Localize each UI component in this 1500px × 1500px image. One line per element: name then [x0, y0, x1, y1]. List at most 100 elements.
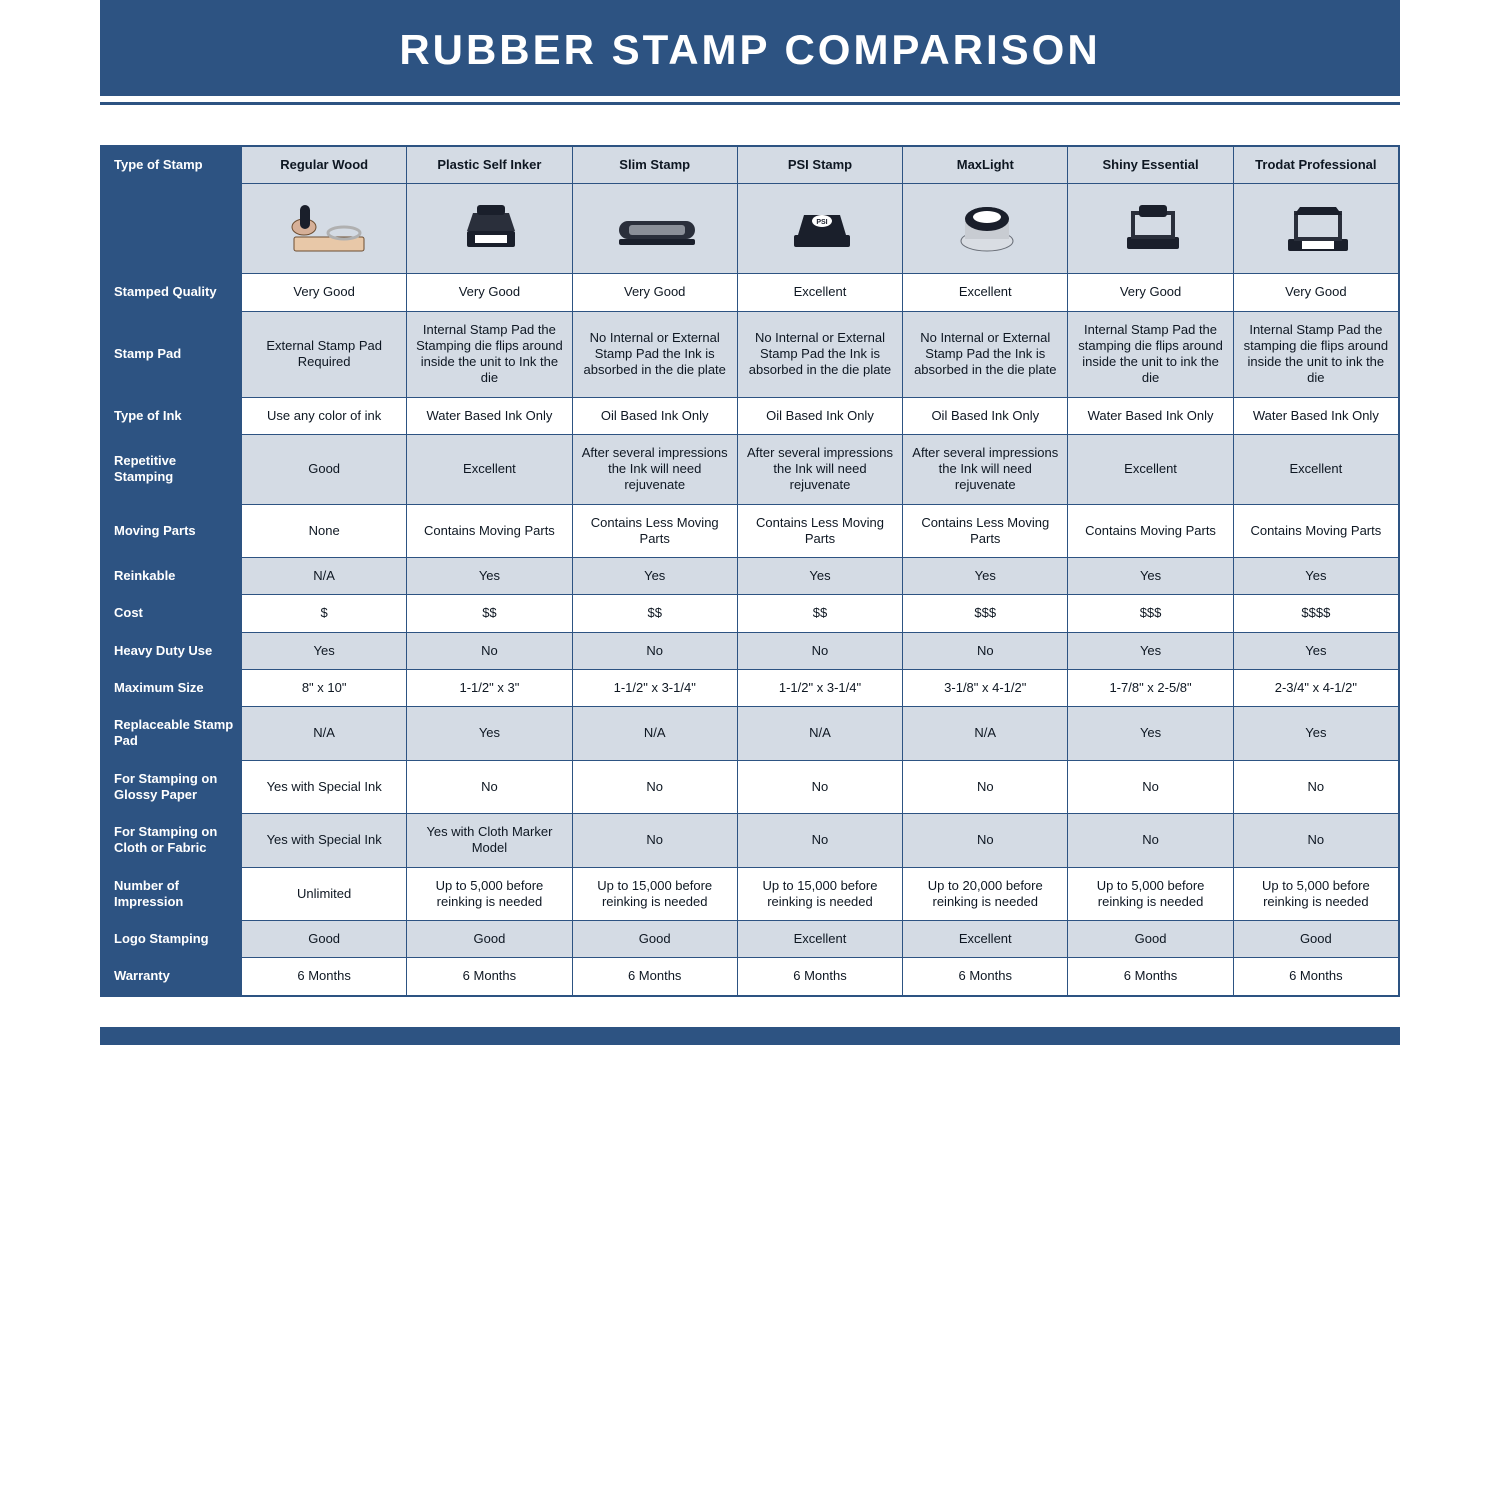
table-cell: $ [242, 595, 407, 632]
table-cell: No [407, 760, 572, 814]
table-cell: Contains Moving Parts [407, 504, 572, 558]
table-row: Replaceable Stamp PadN/AYesN/AN/AN/AYesY… [102, 707, 1399, 761]
row-header: Reinkable [102, 558, 242, 595]
col-header: Shiny Essential [1068, 147, 1233, 184]
table-cell: Contains Less Moving Parts [737, 504, 902, 558]
row-header: Logo Stamping [102, 921, 242, 958]
table-cell: $$ [737, 595, 902, 632]
table-cell: Water Based Ink Only [1233, 397, 1398, 434]
table-cell: 1-7/8" x 2-5/8" [1068, 669, 1233, 706]
table-row: Repetitive StampingGoodExcellentAfter se… [102, 434, 1399, 504]
table-cell: Water Based Ink Only [407, 397, 572, 434]
table-cell: Contains Moving Parts [1068, 504, 1233, 558]
table-cell: 6 Months [737, 958, 902, 995]
table-cell: Very Good [1068, 274, 1233, 311]
table-cell: Yes [407, 707, 572, 761]
table-cell: Yes [1233, 707, 1398, 761]
table-cell: No [1068, 814, 1233, 868]
table-cell: No [1233, 760, 1398, 814]
table-cell: After several impressions the Ink will n… [572, 434, 737, 504]
table-cell: Good [242, 434, 407, 504]
table-cell: Use any color of ink [242, 397, 407, 434]
table-cell: N/A [737, 707, 902, 761]
table-row: Maximum Size8" x 10"1-1/2" x 3"1-1/2" x … [102, 669, 1399, 706]
row-header: Type of Ink [102, 397, 242, 434]
col-header: PSI Stamp [737, 147, 902, 184]
corner-header: Type of Stamp [102, 147, 242, 184]
table-cell: Up to 15,000 before reinking is needed [737, 867, 902, 921]
shiny-essential-icon [1091, 197, 1211, 257]
maxlight-stamp-icon [925, 197, 1045, 257]
row-header: Number of Impression [102, 867, 242, 921]
table-cell: N/A [572, 707, 737, 761]
table-cell: 1-1/2" x 3" [407, 669, 572, 706]
header-row: Type of Stamp Regular Wood Plastic Self … [102, 147, 1399, 184]
table-row: Stamped QualityVery GoodVery GoodVery Go… [102, 274, 1399, 311]
table-cell: Contains Less Moving Parts [572, 504, 737, 558]
col-header: Trodat Professional [1233, 147, 1398, 184]
stamp-image-cell [242, 184, 407, 274]
table-cell: Yes [407, 558, 572, 595]
table-cell: Yes [903, 558, 1068, 595]
table-cell: Excellent [737, 921, 902, 958]
trodat-professional-icon [1256, 197, 1376, 257]
table-cell: Yes [1068, 632, 1233, 669]
regular-wood-stamp-icon [264, 197, 384, 257]
image-row: PSI [102, 184, 1399, 274]
table-cell: None [242, 504, 407, 558]
row-header: For Stamping on Cloth or Fabric [102, 814, 242, 868]
table-cell: No [903, 814, 1068, 868]
row-header: Heavy Duty Use [102, 632, 242, 669]
table-cell: Yes [1068, 558, 1233, 595]
col-header: Plastic Self Inker [407, 147, 572, 184]
page-title: RUBBER STAMP COMPARISON [100, 0, 1400, 96]
table-cell: Water Based Ink Only [1068, 397, 1233, 434]
table-cell: Good [242, 921, 407, 958]
stamp-image-cell: PSI [737, 184, 902, 274]
table-row: Heavy Duty UseYesNoNoNoNoYesYes [102, 632, 1399, 669]
table-cell: Excellent [903, 921, 1068, 958]
col-header: MaxLight [903, 147, 1068, 184]
table-cell: No [737, 632, 902, 669]
table-cell: 2-3/4" x 4-1/2" [1233, 669, 1398, 706]
table-cell: Yes with Cloth Marker Model [407, 814, 572, 868]
table-cell: Excellent [903, 274, 1068, 311]
table-cell: N/A [242, 707, 407, 761]
table-cell: No Internal or External Stamp Pad the In… [903, 311, 1068, 397]
table-cell: Good [1068, 921, 1233, 958]
table-cell: Very Good [1233, 274, 1398, 311]
table-cell: Good [407, 921, 572, 958]
table-cell: No [1233, 814, 1398, 868]
table-cell: No [737, 760, 902, 814]
table-cell: No [903, 632, 1068, 669]
table-row: For Stamping on Glossy PaperYes with Spe… [102, 760, 1399, 814]
table-cell: Good [1233, 921, 1398, 958]
table-cell: $$$$ [1233, 595, 1398, 632]
table-cell: Up to 15,000 before reinking is needed [572, 867, 737, 921]
table-cell: $$$ [903, 595, 1068, 632]
table-cell: After several impressions the Ink will n… [903, 434, 1068, 504]
table-cell: No [407, 632, 572, 669]
row-header: Moving Parts [102, 504, 242, 558]
row-header: Stamped Quality [102, 274, 242, 311]
table-cell: $$ [407, 595, 572, 632]
table-cell: N/A [903, 707, 1068, 761]
table-cell: Good [572, 921, 737, 958]
row-header: Repetitive Stamping [102, 434, 242, 504]
table-row: Number of ImpressionUnlimitedUp to 5,000… [102, 867, 1399, 921]
table-row: Logo StampingGoodGoodGoodExcellentExcell… [102, 921, 1399, 958]
table-cell: Yes with Special Ink [242, 760, 407, 814]
svg-text:PSI: PSI [816, 219, 827, 226]
psi-stamp-icon: PSI [760, 197, 880, 257]
row-header: Stamp Pad [102, 311, 242, 397]
table-cell: Very Good [407, 274, 572, 311]
col-header: Slim Stamp [572, 147, 737, 184]
table-cell: Up to 5,000 before reinking is needed [407, 867, 572, 921]
table-cell: Very Good [572, 274, 737, 311]
table-cell: Up to 5,000 before reinking is needed [1068, 867, 1233, 921]
table-cell: Oil Based Ink Only [572, 397, 737, 434]
table-cell: Up to 20,000 before reinking is needed [903, 867, 1068, 921]
table-cell: Yes [242, 632, 407, 669]
table-cell: Internal Stamp Pad the stamping die flip… [1233, 311, 1398, 397]
table-cell: No [903, 760, 1068, 814]
